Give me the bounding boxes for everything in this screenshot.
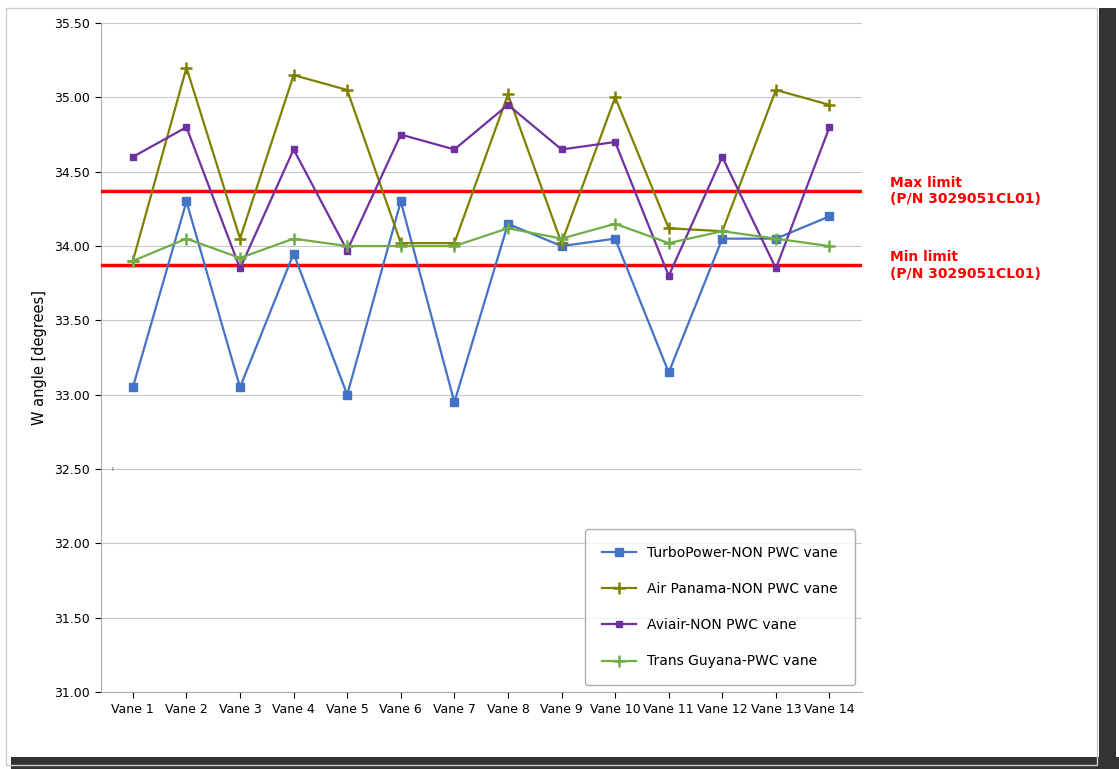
Y-axis label: W angle [degrees]: W angle [degrees] (32, 290, 47, 425)
Text: ': ' (111, 465, 114, 480)
Text: Min limit
(P/N 3029051CL01): Min limit (P/N 3029051CL01) (890, 250, 1041, 281)
Text: Max limit
(P/N 3029051CL01): Max limit (P/N 3029051CL01) (890, 176, 1041, 206)
Legend: TurboPower-NON PWC vane, Air Panama-NON PWC vane, Aviair-NON PWC vane, Trans Guy: TurboPower-NON PWC vane, Air Panama-NON … (585, 529, 855, 685)
